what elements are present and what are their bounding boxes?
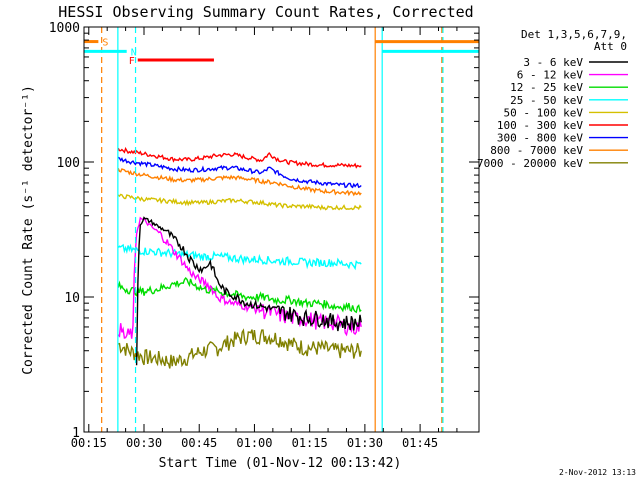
legend-label: 3 - 6 keV bbox=[523, 56, 583, 69]
x-tick-label: 00:30 bbox=[126, 436, 162, 450]
footer-date: 2-Nov-2012 13:13 bbox=[559, 468, 636, 477]
x-axis: 00:15 00:30 00:45 01:00 01:15 01:30 01:45 bbox=[71, 27, 458, 450]
marker-group: S NF bbox=[84, 27, 479, 432]
x-tick-label: 00:15 bbox=[71, 436, 107, 450]
legend-label: 300 - 800 keV bbox=[497, 132, 583, 145]
series-line-0 bbox=[135, 216, 362, 366]
series-line-7 bbox=[117, 168, 362, 197]
plot-frame bbox=[83, 26, 480, 433]
y-axis-label: Corrected Count Rate (s⁻¹ detector⁻¹) bbox=[21, 85, 36, 375]
series-line-5 bbox=[117, 146, 362, 169]
y-tick-label: 1 bbox=[72, 426, 80, 441]
legend-label: 12 - 25 keV bbox=[510, 81, 583, 94]
legend-label: 800 - 7000 keV bbox=[490, 144, 583, 157]
series-line-3 bbox=[117, 243, 362, 271]
x-tick-label: 00:45 bbox=[181, 436, 217, 450]
legend-label: 25 - 50 keV bbox=[510, 94, 583, 107]
legend-label: 7000 - 20000 keV bbox=[477, 157, 583, 170]
series-line-4 bbox=[117, 193, 362, 211]
series-group bbox=[117, 146, 362, 369]
series-line-6 bbox=[117, 156, 362, 189]
flag-label: S bbox=[102, 38, 108, 49]
x-tick-label: 01:45 bbox=[402, 436, 438, 450]
y-tick-label: 100 bbox=[57, 156, 80, 171]
x-tick-label: 01:00 bbox=[236, 436, 272, 450]
chart-title: HESSI Observing Summary Count Rates, Cor… bbox=[58, 3, 473, 21]
y-tick-label: 1000 bbox=[49, 21, 80, 36]
x-tick-label: 01:30 bbox=[347, 436, 383, 450]
y-tick-label: 10 bbox=[64, 291, 80, 306]
y-axis: 1 10 100 1000 bbox=[49, 21, 479, 441]
x-tick-label: 01:15 bbox=[292, 436, 328, 450]
x-axis-label: Start Time (01-Nov-12 00:13:42) bbox=[159, 456, 402, 471]
flag-label: F bbox=[129, 56, 135, 67]
legend-label: 6 - 12 keV bbox=[517, 69, 584, 82]
flag-label: N bbox=[131, 47, 137, 58]
legend-header-line2: Att 0 bbox=[594, 40, 627, 53]
legend-header-line1: Det 1,3,5,6,7,9, bbox=[521, 28, 627, 41]
series-line-2 bbox=[117, 277, 362, 314]
legend-label: 50 - 100 keV bbox=[504, 106, 584, 119]
series-line-1 bbox=[117, 216, 362, 339]
legend-label: 100 - 300 keV bbox=[497, 119, 583, 132]
series-line-8 bbox=[117, 328, 362, 369]
